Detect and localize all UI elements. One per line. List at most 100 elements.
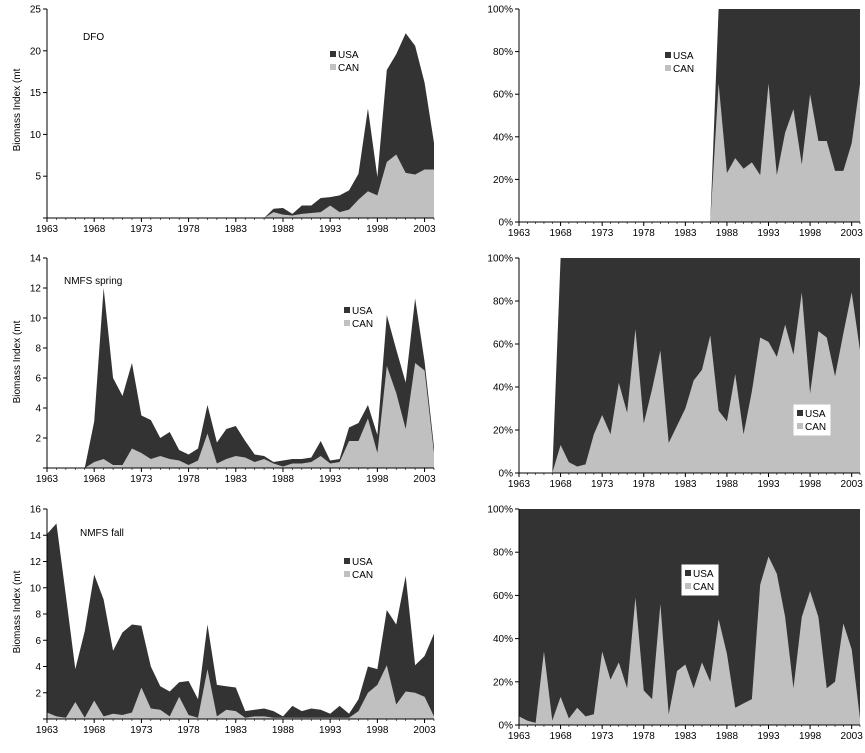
x-tick-label: 1968 [549,479,572,490]
y-tick-label: 40% [493,634,513,645]
y-tick-label: 15 [30,88,42,99]
x-tick-label: 1988 [272,224,295,235]
x-tick-label: 1968 [83,224,106,235]
x-tick-label: 1983 [225,474,248,485]
y-tick-label: 20% [493,426,513,437]
y-tick-label: 0% [499,721,514,732]
y-tick-label: 60% [493,340,513,351]
x-tick-label: 1998 [366,224,389,235]
y-tick-label: 4 [35,404,41,415]
y-tick-label: 10 [30,314,42,325]
x-tick-label: 1978 [177,224,200,235]
x-tick-label: 1963 [508,479,531,490]
x-tick-label: 1998 [366,474,389,485]
legend-swatch-usa [344,307,350,313]
y-tick-label: 20% [493,677,513,688]
y-tick-label: 80% [493,47,513,58]
legend-swatch-can [330,64,336,70]
x-tick-label: 1963 [36,474,59,485]
y-tick-label: 2 [35,688,41,699]
legend-label-usa: USA [673,51,694,62]
legend-swatch-usa [685,570,691,576]
x-tick-label: 1968 [83,474,106,485]
legend: USA CAN [340,301,378,333]
x-tick-label: 1968 [549,731,572,742]
y-tick-label: 16 [30,505,42,516]
legend-label-usa: USA [352,557,373,568]
chart-title: NMFS spring [64,276,122,287]
legend-label-can: CAN [693,582,714,593]
legend-swatch-can [685,583,691,589]
x-tick-label: 1998 [799,228,822,239]
y-tick-label: 14 [30,254,42,265]
legend-label-usa: USA [805,409,826,420]
x-tick-label: 1963 [508,228,531,239]
x-tick-label: 1998 [366,725,389,736]
x-tick-label: 1993 [757,479,780,490]
area-can-dfo-abs [264,154,434,218]
x-tick-label: 2003 [841,731,864,742]
area-can-spring-abs [84,363,434,468]
legend-label-usa: USA [352,306,373,317]
x-tick-label: 2003 [413,224,436,235]
y-tick-label: 6 [35,636,41,647]
x-tick-label: 1993 [319,725,342,736]
area-can-fall-abs [47,665,434,719]
y-tick-label: 20 [30,46,42,57]
x-tick-label: 1968 [83,725,106,736]
legend-box [681,564,719,596]
y-tick-label: 8 [35,344,41,355]
legend: USA CAN [681,564,719,596]
area-can-dfo-pct [710,83,860,222]
x-tick-label: 1998 [799,479,822,490]
legend-swatch-usa [665,52,671,58]
x-tick-label: 2003 [841,228,864,239]
chart-spring-abs: 2 4 6 8 10 12 14 1963 1968 1973 1978 1983 1988 1993 19… [12,254,436,486]
x-tick-label: 1963 [36,224,59,235]
legend-swatch-can [665,65,671,71]
x-tick-label: 1988 [272,474,295,485]
area-can-fall-pct [519,556,860,725]
x-tick-label: 1963 [36,725,59,736]
y-tick-label: 0% [499,218,514,229]
x-tick-label: 1993 [757,731,780,742]
y-tick-label: 25 [30,5,42,16]
x-tick-label: 2003 [413,725,436,736]
y-tick-label: 5 [35,172,41,183]
x-tick-label: 1998 [799,731,822,742]
y-tick-label: 4 [35,662,41,673]
y-tick-label: 10 [30,583,42,594]
y-tick-label: 12 [30,284,42,295]
x-tick-label: 1993 [319,224,342,235]
x-tick-label: 1973 [591,228,614,239]
y-axis-label: Biomass Index (mt [12,320,23,403]
x-tick-label: 1983 [225,725,248,736]
legend-swatch-usa [797,410,803,416]
legend-label-usa: USA [693,569,714,580]
chart-fall-pct: 0% 20% 40% 60% 80% 100% 1963 1968 1973 1978 1983 19… [487,505,863,743]
x-tick-label: 1978 [633,479,656,490]
y-tick-label: 80% [493,548,513,559]
chart-spring-pct: 0% 20% 40% 60% 80% 100% 1963 1968 1973 1978 1983 19… [487,254,863,491]
y-tick-label: 20% [493,175,513,186]
legend-box [340,301,378,333]
legend-label-can: CAN [338,63,359,74]
area-can-spring-pct [552,292,860,473]
y-tick-label: 12 [30,557,42,568]
legend: USA CAN [340,552,378,584]
legend-label-can: CAN [673,64,694,75]
legend: USA CAN [661,46,699,78]
x-tick-label: 1993 [319,474,342,485]
x-tick-label: 1973 [591,731,614,742]
chart-fall-abs: 2 4 6 8 10 12 14 16 1963 1968 1973 1978 1983 1988 1993… [12,505,436,737]
x-tick-label: 1978 [177,474,200,485]
legend-swatch-can [797,423,803,429]
legend-label-can: CAN [352,570,373,581]
chart-title: DFO [83,32,104,43]
x-tick-label: 1978 [177,725,200,736]
area-usa-fall-abs [47,523,434,719]
y-tick-label: 2 [35,434,41,445]
legend: USA CAN [793,404,831,436]
